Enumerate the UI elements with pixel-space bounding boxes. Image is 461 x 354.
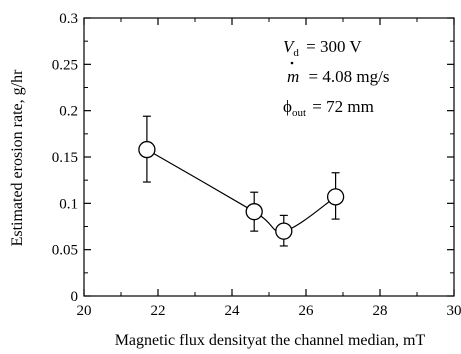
phi-symbol: ϕ bbox=[283, 97, 292, 116]
vd-subscript: d bbox=[293, 47, 299, 59]
y-tick-label: 0.1 bbox=[59, 196, 78, 212]
x-axis-title: Magnetic flux densityat the channel medi… bbox=[115, 332, 426, 349]
svg-text:ϕout = 72 mm: ϕout = 72 mm bbox=[283, 97, 374, 119]
y-axis-ticks: 0 0.05 0.1 0.15 0.2 0.25 0.3 bbox=[52, 11, 454, 305]
x-tick-label: 22 bbox=[151, 303, 166, 319]
annotation-discharge-voltage: Vd = 300 V bbox=[283, 37, 362, 59]
vd-value: = 300 V bbox=[302, 37, 363, 56]
mdot-symbol: m bbox=[287, 67, 299, 86]
y-tick-label: 0.25 bbox=[52, 57, 78, 73]
x-tick-label: 26 bbox=[299, 303, 315, 319]
data-point bbox=[245, 191, 263, 232]
trend-curve bbox=[146, 149, 336, 233]
phi-value: = 72 mm bbox=[308, 97, 374, 116]
data-point bbox=[326, 172, 345, 220]
data-marker bbox=[138, 140, 156, 159]
mdot-value: = 4.08 mg/s bbox=[304, 67, 389, 86]
plot-area bbox=[83, 17, 455, 297]
x-axis-ticks: 20 22 24 26 28 30 bbox=[77, 18, 461, 319]
svg-text:Vd = 300 V: Vd = 300 V bbox=[283, 37, 362, 59]
data-marker bbox=[245, 203, 263, 221]
x-tick-label: 28 bbox=[373, 303, 388, 319]
y-axis-title: Estimated erosion rate, g/hr bbox=[9, 69, 26, 247]
data-marker bbox=[326, 188, 345, 206]
mdot-dot bbox=[290, 61, 294, 65]
y-tick-label: 0.15 bbox=[52, 150, 78, 166]
svg-text:m = 4.08 mg/s: m = 4.08 mg/s bbox=[287, 67, 389, 86]
y-tick-label: 0.05 bbox=[52, 243, 78, 259]
data-point bbox=[138, 115, 156, 183]
x-tick-label: 20 bbox=[77, 303, 92, 319]
plot-frame bbox=[83, 17, 455, 297]
annotation-outer-diameter: ϕout = 72 mm bbox=[283, 97, 374, 119]
y-tick-label: 0.2 bbox=[59, 104, 78, 120]
phi-subscript: out bbox=[292, 107, 306, 119]
x-tick-label: 30 bbox=[447, 303, 461, 319]
y-tick-label: 0.3 bbox=[59, 11, 78, 27]
annotation-mass-flow: m = 4.08 mg/s bbox=[287, 61, 389, 86]
vd-symbol: V bbox=[283, 37, 296, 56]
y-tick-label: 0 bbox=[71, 289, 79, 305]
x-tick-label: 24 bbox=[225, 303, 241, 319]
data-marker bbox=[275, 222, 293, 240]
data-point bbox=[275, 214, 293, 247]
